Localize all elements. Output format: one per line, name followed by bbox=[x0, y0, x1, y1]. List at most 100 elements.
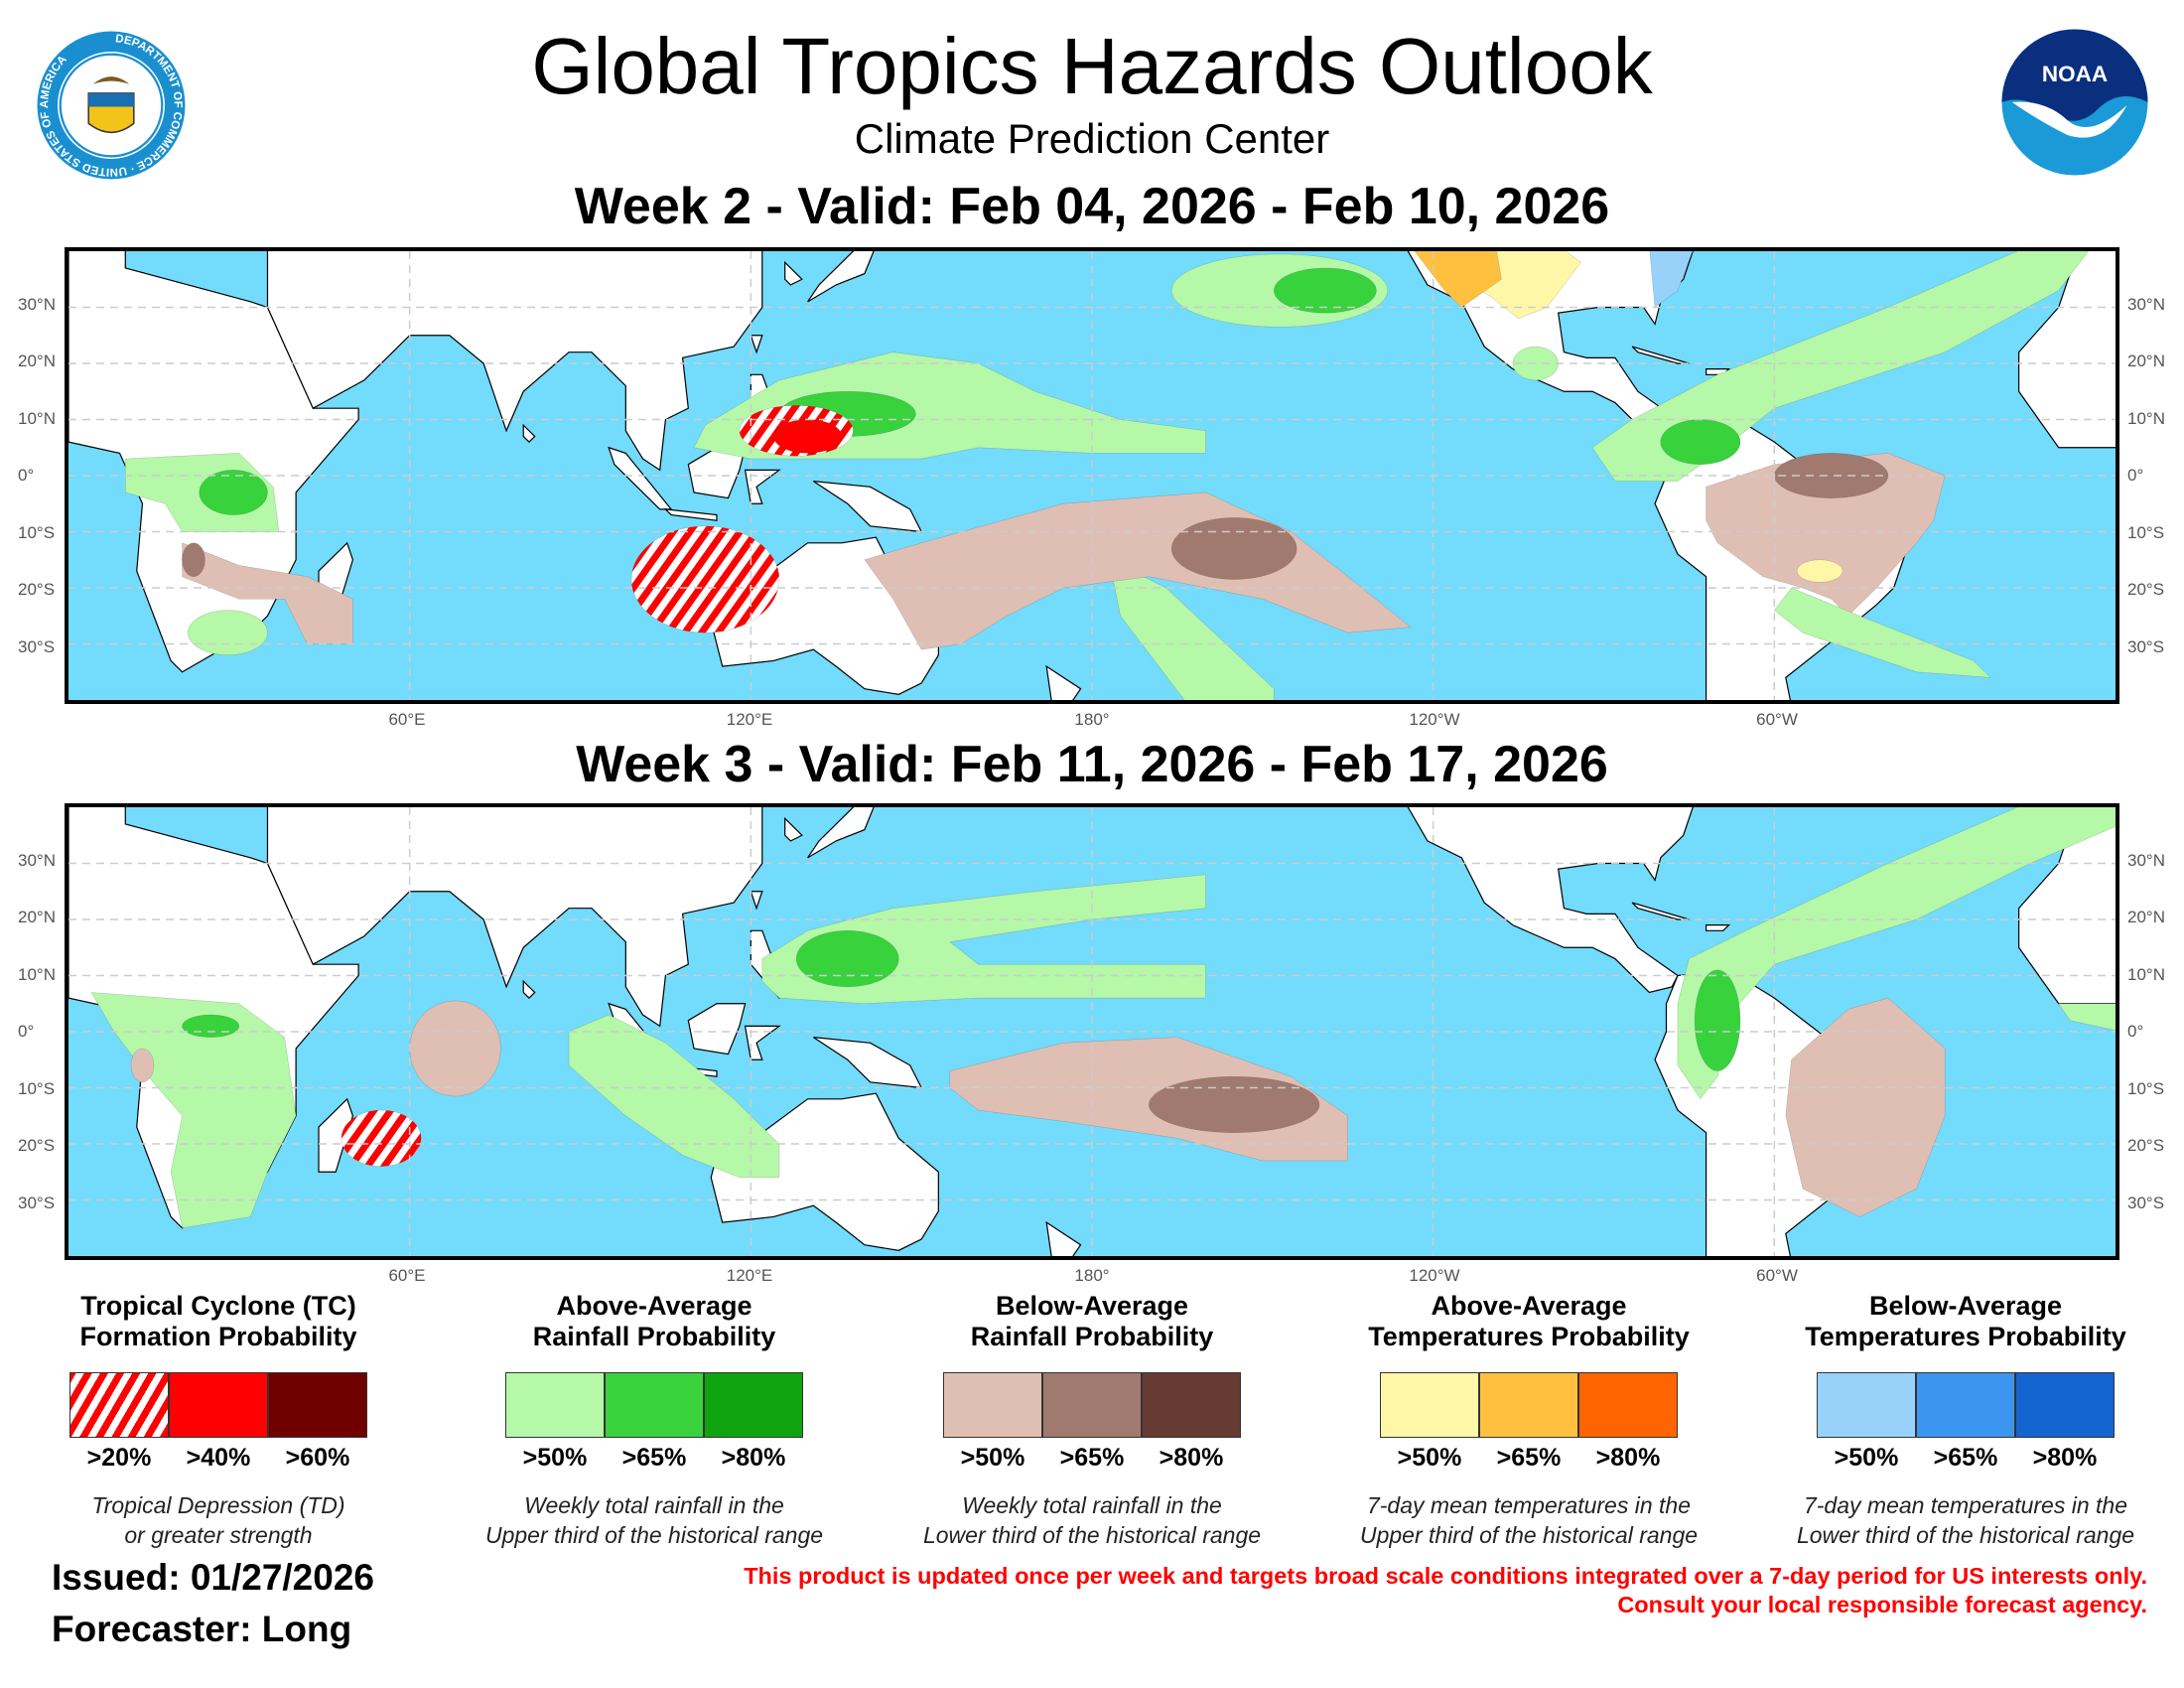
hazard-rain-above-65 bbox=[183, 1015, 239, 1038]
land-outline bbox=[523, 981, 534, 998]
week2-heading: Week 2 - Valid: Feb 04, 2026 - Feb 10, 2… bbox=[574, 178, 1610, 235]
lat-label: 10°S bbox=[2127, 522, 2165, 542]
legend-level: >80% bbox=[1595, 1444, 1661, 1472]
hazard-rain-above-50 bbox=[1109, 560, 1274, 700]
hazard-rain-above-50 bbox=[188, 611, 267, 655]
legend-swatch bbox=[2015, 1372, 2115, 1438]
hazard-rain-above-65 bbox=[200, 470, 268, 514]
legend-swatch bbox=[943, 1372, 1042, 1438]
legend-level: >60% bbox=[285, 1444, 350, 1472]
legend-level: >20% bbox=[86, 1444, 152, 1472]
land-outline bbox=[267, 251, 761, 470]
lat-label: 20°S bbox=[18, 1136, 56, 1155]
legend-swatch bbox=[1042, 1372, 1142, 1438]
legend-title: Temperatures Probability bbox=[1368, 1322, 1690, 1351]
lat-label: 20°S bbox=[18, 580, 56, 599]
legend-title: Rainfall Probability bbox=[970, 1322, 1214, 1351]
lat-label: 0° bbox=[18, 1022, 35, 1041]
lat-label: 20°N bbox=[2127, 352, 2165, 370]
legend-desc: Weekly total rainfall in the bbox=[524, 1492, 784, 1518]
lat-label: 30°S bbox=[2127, 636, 2165, 656]
week2-map bbox=[65, 247, 2119, 704]
land-outline bbox=[1632, 347, 1689, 363]
legend-swatch bbox=[1142, 1372, 1241, 1438]
lat-label: 10°N bbox=[18, 408, 56, 428]
legend-swatch bbox=[704, 1372, 803, 1438]
hazard-rain-below-65 bbox=[1171, 517, 1297, 579]
lat-label: 30°S bbox=[18, 636, 56, 656]
land-outline bbox=[267, 807, 761, 1026]
legend-title: Tropical Cyclone (TC) bbox=[80, 1291, 356, 1321]
legend-level: >65% bbox=[1059, 1444, 1125, 1472]
lat-label: 20°S bbox=[2127, 580, 2165, 599]
hazard-rain-above-65 bbox=[796, 930, 898, 987]
page-subtitle: Climate Prediction Center bbox=[854, 115, 1330, 162]
hazard-rain-above-65 bbox=[1274, 268, 1376, 313]
hazard-temp-above-50 bbox=[1797, 560, 1843, 583]
legend-desc: Upper third of the historical range bbox=[1359, 1522, 1699, 1548]
legend-swatch bbox=[1578, 1372, 1678, 1438]
land-outline bbox=[746, 470, 779, 503]
legend-title: Above-Average bbox=[1431, 1291, 1627, 1321]
legend-desc: Weekly total rainfall in the bbox=[962, 1492, 1222, 1518]
legend-desc: or greater strength bbox=[124, 1522, 313, 1548]
lat-label: 0° bbox=[2127, 466, 2144, 485]
lat-label: 0° bbox=[18, 466, 35, 485]
hazard-tc-20 bbox=[631, 526, 779, 633]
lat-label: 30°N bbox=[2127, 850, 2165, 870]
land-outline bbox=[808, 807, 877, 858]
lon-label: 60°W bbox=[1756, 1266, 1798, 1285]
lon-label: 180° bbox=[1074, 710, 1110, 729]
lat-label: 10°S bbox=[18, 522, 56, 542]
lat-label: 30°N bbox=[18, 294, 56, 314]
legend-level: >40% bbox=[186, 1444, 251, 1472]
forecaster: Forecaster: Long bbox=[52, 1609, 352, 1649]
legend-title: Rainfall Probability bbox=[532, 1322, 776, 1351]
land-outline bbox=[688, 1004, 745, 1055]
legend-swatch bbox=[268, 1372, 367, 1438]
hazard-rain-above-50 bbox=[569, 1015, 779, 1178]
lat-label: 10°N bbox=[2127, 964, 2165, 984]
legend-title: Formation Probability bbox=[79, 1322, 357, 1351]
legend-swatch bbox=[605, 1372, 704, 1438]
lat-label: 20°S bbox=[2127, 1136, 2165, 1155]
hazard-temp-below-50 bbox=[1649, 251, 1695, 308]
land-outline bbox=[1405, 807, 1695, 992]
legend-rain-above: Above-Average Rainfall Probability >50% >… bbox=[446, 1291, 863, 1550]
legend-swatch bbox=[1916, 1372, 2015, 1438]
legend-swatch bbox=[169, 1372, 268, 1438]
land-outline bbox=[1405, 251, 1695, 436]
lon-label: 60°E bbox=[388, 1266, 426, 1285]
land-outline bbox=[319, 1099, 352, 1172]
noaa-logo: NOAA bbox=[2000, 28, 2149, 177]
noaa-logo-text: NOAA bbox=[2042, 62, 2108, 86]
legend-temp-below: Below-Average Temperatures Probability >… bbox=[1757, 1291, 2174, 1550]
land-outline bbox=[665, 509, 717, 520]
legend-desc: 7-day mean temperatures in the bbox=[1803, 1492, 2127, 1518]
legend-tc: Tropical Cyclone (TC) Formation Probabil… bbox=[10, 1291, 427, 1550]
lon-label: 120°E bbox=[726, 1266, 773, 1285]
legend-level: >65% bbox=[1496, 1444, 1562, 1472]
land-outline bbox=[746, 1026, 779, 1059]
land-outline bbox=[751, 336, 761, 352]
legend-swatch bbox=[1817, 1372, 1916, 1438]
legend-level: >50% bbox=[1834, 1444, 1899, 1472]
hazard-rain-below-65 bbox=[1774, 453, 1888, 497]
legend-level: >50% bbox=[522, 1444, 588, 1472]
legend-level: >50% bbox=[1397, 1444, 1462, 1472]
legend-level: >50% bbox=[960, 1444, 1025, 1472]
week3-heading: Week 3 - Valid: Feb 11, 2026 - Feb 17, 2… bbox=[576, 736, 1608, 793]
lat-label: 30°N bbox=[18, 850, 56, 870]
legend-title: Temperatures Probability bbox=[1805, 1322, 2126, 1351]
lon-label: 60°W bbox=[1756, 710, 1798, 729]
legend-title: Above-Average bbox=[556, 1291, 752, 1321]
hazard-rain-below-65 bbox=[183, 543, 205, 577]
legend-swatch bbox=[505, 1372, 605, 1438]
hazard-temp-above-65 bbox=[1411, 251, 1502, 308]
lon-label: 180° bbox=[1074, 1266, 1110, 1285]
lat-label: 20°N bbox=[18, 908, 56, 926]
lon-label: 60°E bbox=[388, 710, 426, 729]
legend-level: >80% bbox=[721, 1444, 786, 1472]
hazard-tc-20 bbox=[341, 1110, 421, 1167]
legend-level: >80% bbox=[2032, 1444, 2098, 1472]
